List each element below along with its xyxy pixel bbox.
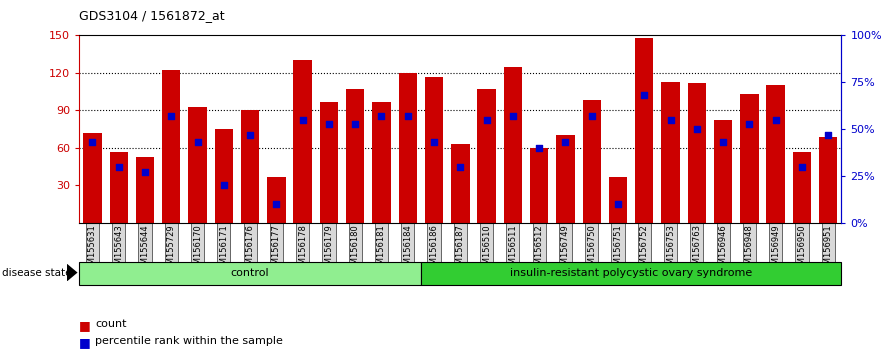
Bar bbox=[398, 73, 417, 223]
Point bbox=[663, 117, 677, 122]
Point bbox=[611, 201, 625, 207]
Point bbox=[427, 139, 441, 145]
Point bbox=[374, 113, 389, 119]
Bar bbox=[793, 152, 811, 223]
Point bbox=[532, 145, 546, 151]
Bar bbox=[373, 102, 390, 223]
Point bbox=[768, 117, 782, 122]
Bar bbox=[714, 120, 732, 223]
Bar bbox=[556, 136, 574, 223]
Point bbox=[795, 164, 809, 170]
Bar bbox=[346, 89, 365, 223]
Point bbox=[401, 113, 415, 119]
Bar bbox=[241, 110, 259, 223]
Bar bbox=[688, 83, 706, 223]
Bar bbox=[215, 129, 233, 223]
Point bbox=[821, 132, 835, 138]
Bar bbox=[162, 70, 181, 223]
Bar bbox=[766, 85, 785, 223]
Point bbox=[453, 164, 467, 170]
Bar bbox=[609, 177, 627, 223]
Bar bbox=[109, 152, 128, 223]
Bar bbox=[582, 101, 601, 223]
Text: GDS3104 / 1561872_at: GDS3104 / 1561872_at bbox=[79, 9, 225, 22]
Point bbox=[690, 126, 704, 132]
Bar bbox=[425, 77, 443, 223]
Point bbox=[743, 121, 757, 126]
Point bbox=[138, 170, 152, 175]
Bar bbox=[478, 89, 496, 223]
Text: ■: ■ bbox=[79, 319, 91, 332]
Point bbox=[322, 121, 336, 126]
Point bbox=[270, 201, 284, 207]
Point bbox=[348, 121, 362, 126]
Bar bbox=[635, 38, 654, 223]
Text: control: control bbox=[231, 268, 270, 279]
Bar bbox=[451, 144, 470, 223]
Point bbox=[296, 117, 310, 122]
Bar bbox=[504, 67, 522, 223]
Point bbox=[559, 139, 573, 145]
Point bbox=[164, 113, 178, 119]
Point bbox=[243, 132, 257, 138]
Bar bbox=[267, 177, 285, 223]
Point bbox=[190, 139, 204, 145]
Bar bbox=[819, 137, 838, 223]
Point bbox=[85, 139, 100, 145]
Bar bbox=[740, 94, 759, 223]
Point bbox=[637, 93, 651, 98]
Point bbox=[506, 113, 520, 119]
Text: ■: ■ bbox=[79, 336, 91, 349]
Text: disease state: disease state bbox=[2, 268, 71, 278]
Bar bbox=[662, 82, 680, 223]
Point bbox=[217, 183, 231, 188]
Text: percentile rank within the sample: percentile rank within the sample bbox=[95, 336, 283, 346]
Point bbox=[479, 117, 493, 122]
Bar bbox=[83, 133, 101, 223]
Bar bbox=[293, 61, 312, 223]
Point bbox=[112, 164, 126, 170]
Bar bbox=[136, 157, 154, 223]
Point bbox=[585, 113, 599, 119]
Bar bbox=[320, 102, 338, 223]
Bar bbox=[189, 107, 207, 223]
Text: insulin-resistant polycystic ovary syndrome: insulin-resistant polycystic ovary syndr… bbox=[510, 268, 752, 279]
Text: count: count bbox=[95, 319, 127, 329]
Point bbox=[716, 139, 730, 145]
Bar bbox=[530, 148, 548, 223]
Polygon shape bbox=[67, 264, 78, 281]
